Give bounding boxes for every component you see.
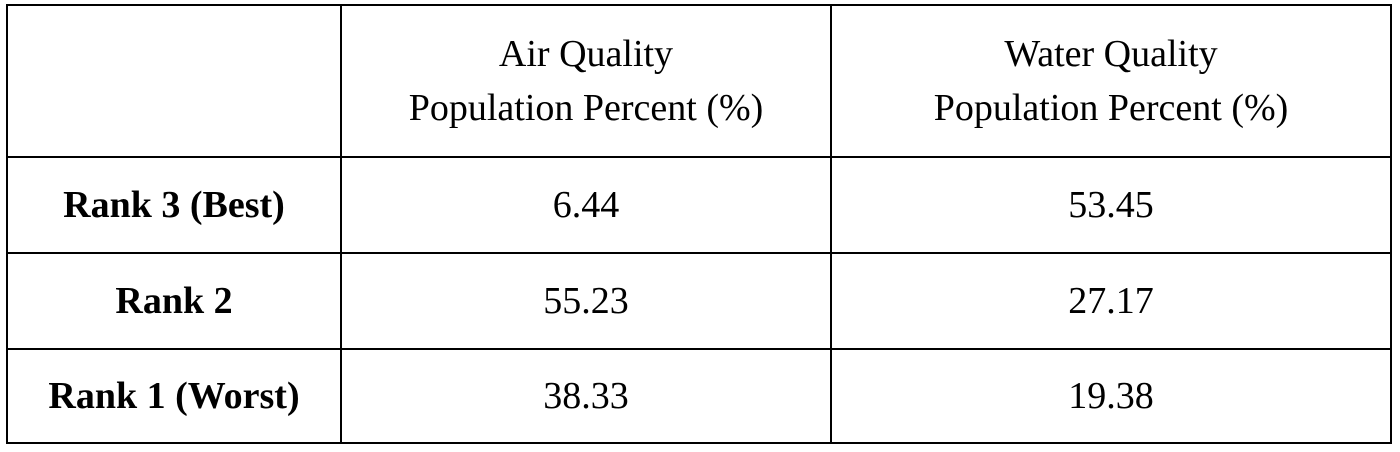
header-air-line1: Air Quality bbox=[498, 33, 674, 75]
air-value-cell: 6.44 bbox=[340, 156, 832, 254]
header-air-quality: Air Quality Population Percent (%) bbox=[340, 4, 832, 158]
water-value-cell: 27.17 bbox=[830, 252, 1392, 350]
row-label: Rank 1 (Worst) bbox=[6, 348, 342, 444]
water-value-cell: 53.45 bbox=[830, 156, 1392, 254]
air-value-cell: 38.33 bbox=[340, 348, 832, 444]
header-row: Air Quality Population Percent (%) Water… bbox=[6, 4, 1392, 158]
header-water-line1: Water Quality bbox=[1004, 33, 1218, 75]
table-row: Rank 2 55.23 27.17 bbox=[6, 252, 1392, 350]
ranking-table: Air Quality Population Percent (%) Water… bbox=[6, 4, 1392, 444]
row-label: Rank 3 (Best) bbox=[6, 156, 342, 254]
header-water-quality: Water Quality Population Percent (%) bbox=[830, 4, 1392, 158]
air-value-cell: 55.23 bbox=[340, 252, 832, 350]
header-water-line2: Population Percent (%) bbox=[933, 87, 1289, 129]
header-air-line2: Population Percent (%) bbox=[408, 87, 764, 129]
table-row: Rank 3 (Best) 6.44 53.45 bbox=[6, 156, 1392, 254]
row-label: Rank 2 bbox=[6, 252, 342, 350]
water-value-cell: 19.38 bbox=[830, 348, 1392, 444]
table-row: Rank 1 (Worst) 38.33 19.38 bbox=[6, 348, 1392, 444]
corner-cell bbox=[6, 4, 342, 158]
